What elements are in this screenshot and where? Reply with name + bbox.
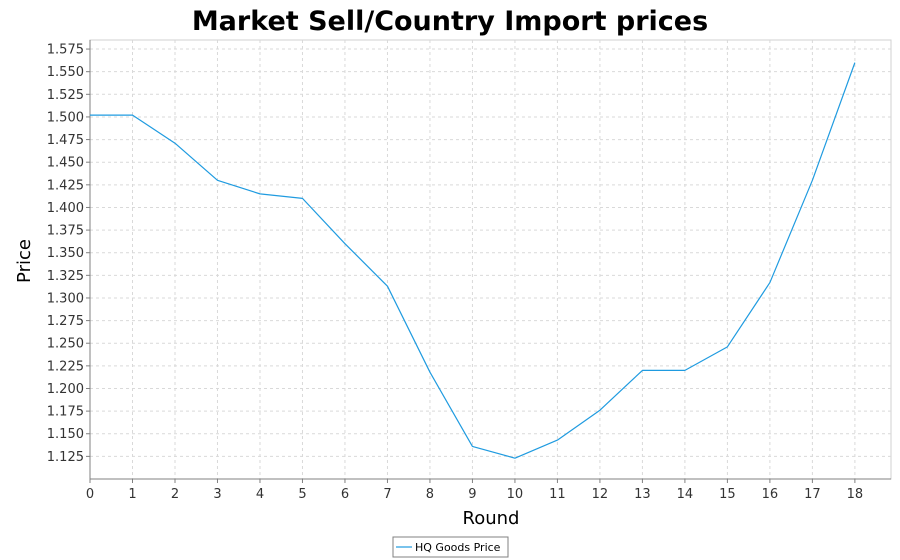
x-tick-label: 8 bbox=[426, 487, 434, 502]
y-tick-label: 1.400 bbox=[47, 201, 84, 216]
x-tick-label: 1 bbox=[128, 487, 136, 502]
chart-title: Market Sell/Country Import prices bbox=[192, 6, 708, 37]
x-axis-label: Round bbox=[463, 508, 520, 529]
y-tick-label: 1.250 bbox=[47, 337, 84, 352]
y-tick-label: 1.125 bbox=[47, 450, 84, 465]
y-tick-label: 1.550 bbox=[47, 65, 84, 80]
x-tick-label: 13 bbox=[634, 487, 651, 502]
x-tick-label: 16 bbox=[762, 487, 779, 502]
y-tick-label: 1.150 bbox=[47, 427, 84, 442]
x-tick-label: 15 bbox=[719, 487, 736, 502]
x-tick-label: 3 bbox=[213, 487, 221, 502]
x-tick-label: 9 bbox=[468, 487, 476, 502]
y-tick-label: 1.325 bbox=[47, 269, 84, 284]
y-tick-label: 1.175 bbox=[47, 405, 84, 420]
y-tick-label: 1.350 bbox=[47, 246, 84, 261]
x-tick-label: 0 bbox=[86, 487, 94, 502]
x-tick-label: 2 bbox=[171, 487, 179, 502]
y-tick-label: 1.200 bbox=[47, 382, 84, 397]
y-tick-label: 1.475 bbox=[47, 133, 84, 148]
x-tick-label: 10 bbox=[507, 487, 524, 502]
legend-label: HQ Goods Price bbox=[415, 541, 501, 554]
x-tick-label: 17 bbox=[804, 487, 821, 502]
x-tick-label: 7 bbox=[383, 487, 391, 502]
y-tick-label: 1.450 bbox=[47, 156, 84, 171]
y-tick-label: 1.500 bbox=[47, 110, 84, 125]
legend-box bbox=[392, 536, 509, 558]
y-axis-label: Price bbox=[14, 239, 35, 283]
y-tick-label: 1.425 bbox=[47, 178, 84, 193]
legend: HQ Goods Price bbox=[392, 536, 509, 558]
x-tick-label: 5 bbox=[298, 487, 306, 502]
grid bbox=[89, 39, 892, 480]
series-layer bbox=[89, 62, 856, 459]
x-tick-label: 6 bbox=[341, 487, 349, 502]
axes bbox=[89, 40, 891, 480]
x-tick-label: 4 bbox=[256, 487, 264, 502]
y-tick-label: 1.300 bbox=[47, 291, 84, 306]
y-axis-ticks: 1.125 1.150 1.175 1.200 1.225 1.250 1.275 1.300… bbox=[47, 43, 90, 465]
y-tick-label: 1.525 bbox=[47, 88, 84, 103]
y-tick-label: 1.375 bbox=[47, 224, 84, 239]
x-axis-ticks: 0 1 2 3 4 5 6 7 8 9 10 11 12 13 14 15 16 17 18 bbox=[86, 479, 863, 502]
x-tick-label: 14 bbox=[677, 487, 694, 502]
plot-area bbox=[89, 39, 892, 480]
x-tick-label: 12 bbox=[592, 487, 609, 502]
y-tick-label: 1.575 bbox=[47, 43, 84, 58]
x-tick-label: 18 bbox=[847, 487, 864, 502]
y-tick-label: 1.275 bbox=[47, 314, 84, 329]
y-tick-label: 1.225 bbox=[47, 359, 84, 374]
x-tick-label: 11 bbox=[549, 487, 566, 502]
